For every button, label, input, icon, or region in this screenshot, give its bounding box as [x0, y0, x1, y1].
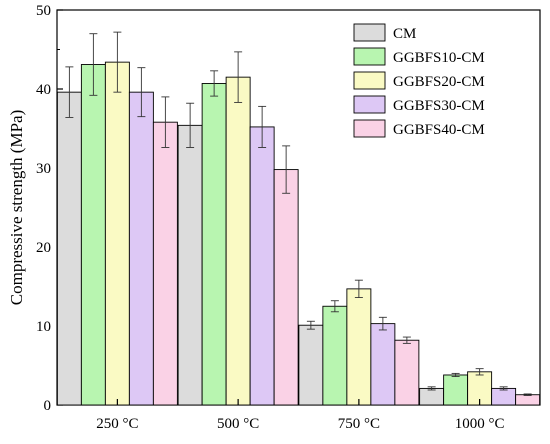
- bar-0-0: [56, 91, 82, 406]
- legend-swatch-4: [353, 119, 386, 138]
- bar-1-0: [177, 124, 203, 406]
- x-tick-label-0: 250 °C: [96, 416, 138, 432]
- y-tick-label-3: 30: [36, 161, 51, 177]
- x-tick-label-3: 1000 °C: [455, 416, 505, 432]
- bar-1-2: [225, 76, 251, 406]
- bar-1-1: [201, 83, 227, 406]
- bar-3-3: [491, 387, 517, 406]
- bar-1-4: [273, 169, 299, 406]
- legend-swatch-0: [353, 23, 386, 42]
- y-tick-label-5: 50: [36, 3, 51, 19]
- x-tick-label-2: 750 °C: [338, 416, 380, 432]
- bar-2-2: [346, 288, 372, 406]
- bar-3-0: [419, 387, 445, 406]
- bar-3-1: [443, 374, 469, 406]
- bar-0-2: [104, 61, 130, 406]
- legend-swatch-2: [353, 71, 386, 90]
- y-axis-title: Compressive strength (MPa): [7, 110, 26, 305]
- y-tick-label-2: 20: [36, 240, 51, 256]
- bar-2-0: [298, 324, 324, 406]
- bar-0-1: [80, 64, 106, 406]
- legend-label-2: GGBFS20-CM: [393, 74, 485, 90]
- bar-2-1: [322, 305, 348, 406]
- legend-label-1: GGBFS10-CM: [393, 50, 485, 66]
- legend-swatch-3: [353, 95, 386, 114]
- y-tick-label-0: 0: [44, 398, 52, 414]
- bar-2-4: [394, 339, 420, 406]
- bar-1-3: [249, 126, 275, 406]
- bar-0-3: [128, 91, 154, 406]
- legend-swatch-1: [353, 47, 386, 66]
- legend-label-0: CM: [393, 26, 416, 42]
- y-tick-label-1: 10: [36, 319, 51, 335]
- y-tick-label-4: 40: [36, 82, 51, 98]
- bar-2-3: [370, 323, 396, 406]
- bar-3-4: [515, 394, 541, 406]
- legend-label-4: GGBFS40-CM: [393, 122, 485, 138]
- bar-0-4: [152, 121, 178, 406]
- x-tick-label-1: 500 °C: [217, 416, 259, 432]
- legend-label-3: GGBFS30-CM: [393, 98, 485, 114]
